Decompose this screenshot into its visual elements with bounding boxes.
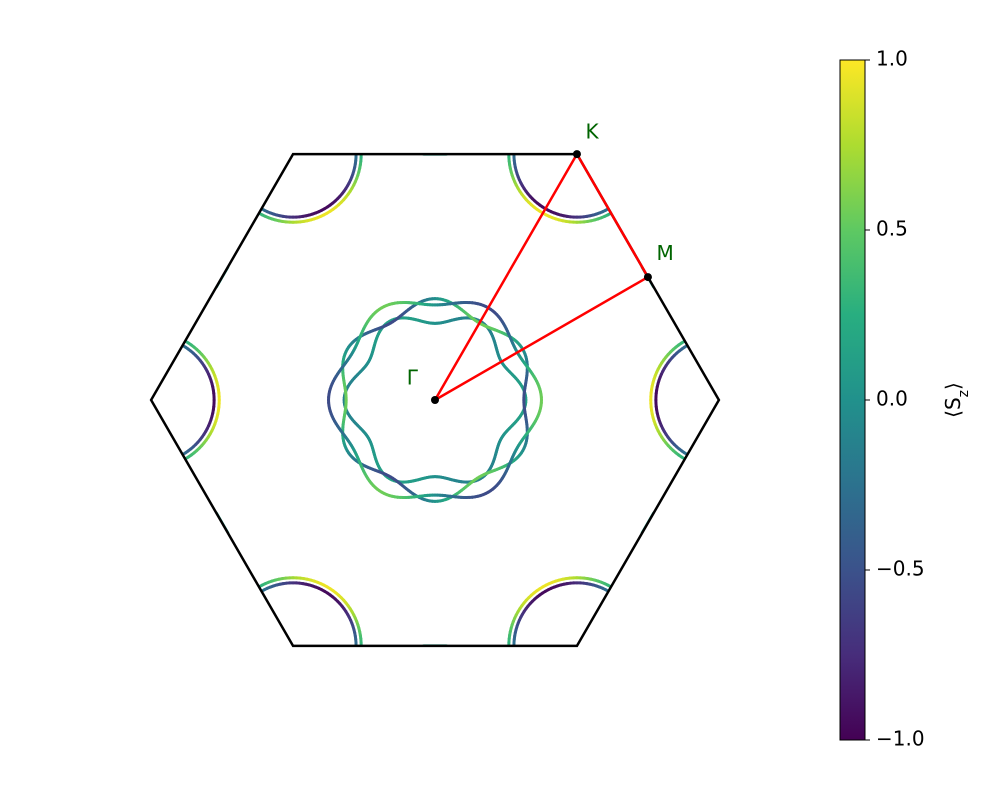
colorbar: −1.0 −0.5 0.0 0.5 1.0 ⟨Sz⟩ [840, 47, 972, 751]
symmetry-point-k [573, 150, 581, 158]
symmetry-label-m: M [656, 241, 673, 265]
colorbar-tick-label: −0.5 [876, 557, 925, 581]
high-symmetry-path [435, 154, 648, 400]
symmetry-label-gamma: Γ [407, 365, 419, 389]
figure: Γ K M −1.0 −0.5 0.0 0.5 1.0 ⟨Sz⟩ [0, 0, 1000, 800]
colorbar-tick-label: −1.0 [876, 727, 925, 751]
colorbar-gradient [840, 60, 865, 740]
high-symmetry-points [431, 150, 652, 404]
colorbar-tick-label: 1.0 [876, 47, 908, 71]
colorbar-label: ⟨Sz⟩ [941, 382, 972, 418]
colorbar-tick-label: 0.0 [876, 387, 908, 411]
symmetry-point-gamma [431, 396, 439, 404]
colorbar-ticks: −1.0 −0.5 0.0 0.5 1.0 [865, 47, 925, 751]
colorbar-tick-label: 0.5 [876, 217, 908, 241]
symmetry-label-k: K [585, 120, 599, 144]
symmetry-point-m [644, 273, 652, 281]
brillouin-zone-plot: Γ K M [83, 86, 787, 714]
